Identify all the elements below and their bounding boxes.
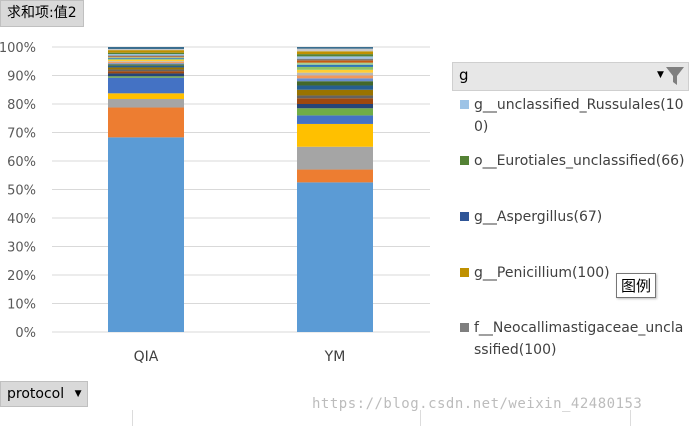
bar-segment[interactable] bbox=[108, 47, 184, 49]
bar-segment[interactable] bbox=[108, 57, 184, 59]
legend-item-label: g__Aspergillus(67) bbox=[474, 209, 603, 225]
y-tick-label: 80% bbox=[7, 98, 36, 113]
bar-segment[interactable] bbox=[297, 62, 373, 65]
bar-segment[interactable] bbox=[108, 52, 184, 55]
bar-segment[interactable] bbox=[108, 93, 184, 99]
y-tick-label: 30% bbox=[7, 241, 36, 256]
legend-item-label: g__Penicillium(100) bbox=[474, 265, 610, 281]
bar-segment[interactable] bbox=[108, 98, 184, 108]
bar-segment[interactable] bbox=[297, 72, 373, 76]
values-field-button[interactable]: 求和项:值2 bbox=[0, 0, 84, 27]
bar-segment[interactable] bbox=[108, 58, 184, 60]
bar-segment[interactable] bbox=[297, 54, 373, 57]
bar-segment[interactable] bbox=[108, 48, 184, 51]
chevron-down-icon[interactable]: ▼ bbox=[657, 70, 664, 80]
bar-segment[interactable] bbox=[297, 123, 373, 147]
legend-swatch bbox=[460, 100, 469, 109]
legend-item-label: g__unclassified_Russulales(100) bbox=[474, 97, 684, 135]
bar-segment[interactable] bbox=[297, 169, 373, 183]
bar-segment[interactable] bbox=[297, 51, 373, 55]
bar-segment[interactable] bbox=[297, 108, 373, 116]
legend-item[interactable]: g__Aspergillus(67) bbox=[460, 206, 688, 228]
bar-segment[interactable] bbox=[297, 146, 373, 170]
protocol-field-label: protocol bbox=[7, 386, 65, 402]
bar-segment[interactable] bbox=[297, 104, 373, 109]
bar-segment[interactable] bbox=[297, 95, 373, 99]
legend-item[interactable]: g__Penicillium(100) bbox=[460, 262, 688, 284]
legend-item-label: o__Eurotiales_unclassified(66) bbox=[474, 153, 685, 169]
bar-segment[interactable] bbox=[297, 75, 373, 79]
bar-segment[interactable] bbox=[297, 56, 373, 59]
bar-segment[interactable] bbox=[108, 55, 184, 57]
bar-segment[interactable] bbox=[108, 137, 184, 332]
bar-segment[interactable] bbox=[297, 182, 373, 332]
bar-segment[interactable] bbox=[297, 58, 373, 61]
watermark: https://blog.csdn.net/weixin_42480153 bbox=[312, 396, 643, 412]
protocol-field-button[interactable]: protocol ▼ bbox=[0, 381, 89, 407]
bar-segment[interactable] bbox=[108, 59, 184, 62]
legend-swatch bbox=[460, 156, 469, 165]
legend-swatch bbox=[460, 212, 469, 221]
divider bbox=[132, 410, 133, 426]
y-tick-label: 100% bbox=[0, 41, 36, 56]
y-tick-label: 40% bbox=[7, 212, 36, 227]
y-tick-label: 0% bbox=[15, 326, 36, 341]
bar-segment[interactable] bbox=[108, 63, 184, 65]
bar-segment[interactable] bbox=[297, 78, 373, 82]
y-tick-label: 70% bbox=[7, 127, 36, 142]
y-tick-label: 50% bbox=[7, 184, 36, 199]
legend-item[interactable]: f__Neocallimastigaceae_unclassified(100) bbox=[460, 317, 688, 361]
x-category-label: QIA bbox=[134, 349, 159, 365]
y-tick-label: 20% bbox=[7, 269, 36, 284]
legend-swatch bbox=[460, 323, 469, 332]
y-tick-label: 10% bbox=[7, 298, 36, 313]
bar-segment[interactable] bbox=[108, 71, 184, 74]
bar-segment[interactable] bbox=[108, 107, 184, 138]
y-tick-label: 90% bbox=[7, 70, 36, 85]
legend-field-header[interactable]: g ▼ bbox=[452, 62, 689, 91]
bar-segment[interactable] bbox=[108, 61, 184, 63]
bar-segment[interactable] bbox=[108, 77, 184, 94]
bar-segment[interactable] bbox=[108, 58, 184, 59]
bar-segment[interactable] bbox=[297, 69, 373, 73]
bar-segment[interactable] bbox=[108, 67, 184, 70]
legend-tooltip: 图例 bbox=[616, 273, 657, 298]
bar-segment[interactable] bbox=[108, 62, 184, 64]
x-category-label: YM bbox=[324, 349, 346, 365]
bar-segment[interactable] bbox=[297, 115, 373, 124]
bar-segment[interactable] bbox=[297, 48, 373, 52]
legend-item-label: f__Neocallimastigaceae_unclassified(100) bbox=[474, 320, 684, 358]
bar-segment[interactable] bbox=[297, 81, 373, 86]
bar-segment[interactable] bbox=[297, 60, 373, 63]
chevron-down-icon[interactable]: ▼ bbox=[74, 389, 82, 399]
y-tick-label: 60% bbox=[7, 155, 36, 170]
bar-segment[interactable] bbox=[108, 54, 184, 56]
bar-segment[interactable] bbox=[297, 98, 373, 104]
divider bbox=[630, 410, 631, 426]
bar-segment[interactable] bbox=[108, 69, 184, 72]
bar-segment[interactable] bbox=[297, 64, 373, 67]
bar-segment[interactable] bbox=[108, 65, 184, 68]
bar-segment[interactable] bbox=[108, 64, 184, 66]
bar-segment[interactable] bbox=[297, 85, 373, 90]
legend-item[interactable]: g__unclassified_Russulales(100) bbox=[460, 94, 688, 138]
values-field-label: 求和项:值2 bbox=[7, 5, 77, 21]
bar-segment[interactable] bbox=[108, 56, 184, 58]
bar-segment[interactable] bbox=[297, 47, 373, 49]
filter-icon[interactable] bbox=[666, 66, 684, 86]
legend-field-label: g bbox=[459, 66, 469, 84]
bar-segment[interactable] bbox=[108, 76, 184, 78]
divider bbox=[420, 410, 421, 426]
legend-swatch bbox=[460, 268, 469, 277]
bar-segment[interactable] bbox=[297, 89, 373, 96]
legend-item[interactable]: o__Eurotiales_unclassified(66) bbox=[460, 150, 688, 172]
bar-segment[interactable] bbox=[108, 73, 184, 77]
bar-segment[interactable] bbox=[108, 50, 184, 53]
bar-segment[interactable] bbox=[297, 66, 373, 70]
